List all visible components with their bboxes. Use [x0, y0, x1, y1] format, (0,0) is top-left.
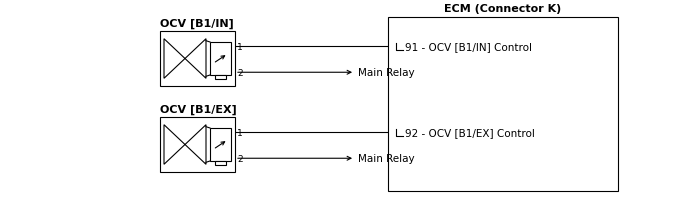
Bar [215, 76, 226, 80]
Bar [388, 18, 618, 191]
Polygon shape [185, 40, 206, 79]
Text: OCV [B1/EX]: OCV [B1/EX] [160, 104, 237, 114]
Text: Main Relay: Main Relay [358, 153, 414, 163]
Text: 92 - OCV [B1/EX] Control: 92 - OCV [B1/EX] Control [405, 128, 535, 138]
Text: 2: 2 [237, 68, 243, 77]
Bar [160, 32, 235, 86]
Bar [210, 128, 231, 161]
Text: 1: 1 [237, 43, 243, 52]
Polygon shape [164, 40, 185, 79]
Text: 1: 1 [237, 128, 243, 137]
Bar [160, 118, 235, 172]
Text: Main Relay: Main Relay [358, 68, 414, 78]
Text: ECM (Connector K): ECM (Connector K) [444, 4, 561, 14]
Bar [210, 43, 231, 76]
Text: 91 - OCV [B1/IN] Control: 91 - OCV [B1/IN] Control [405, 42, 532, 52]
Text: 2: 2 [237, 154, 243, 163]
Bar [215, 161, 226, 165]
Text: OCV [B1/IN]: OCV [B1/IN] [160, 19, 234, 29]
Polygon shape [164, 125, 185, 164]
Polygon shape [185, 125, 206, 164]
